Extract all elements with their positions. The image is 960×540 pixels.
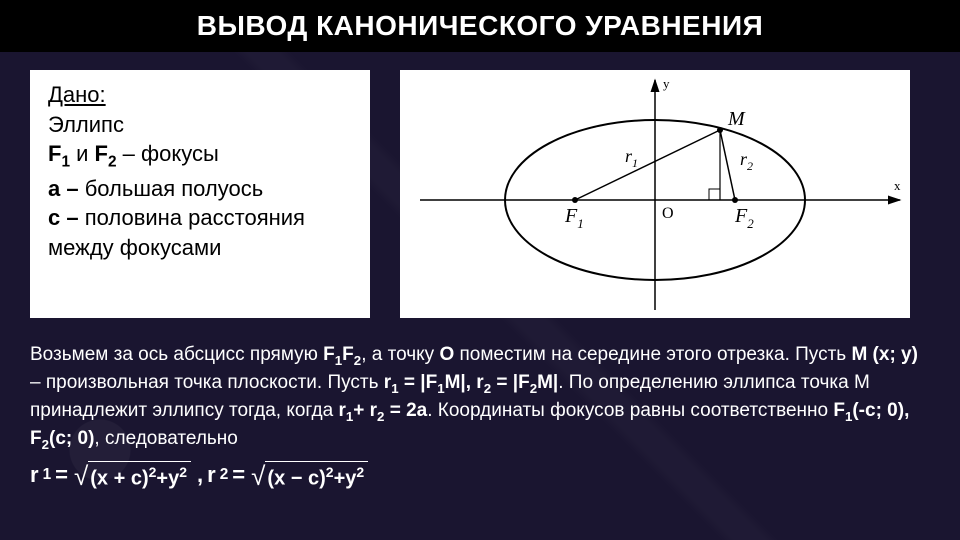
fr2s: 2 [220,466,229,484]
y-axis-label: y [663,76,670,91]
sqrt-sign-2: √ [251,463,265,489]
t9: M (x; y) [851,344,918,365]
sq2y: +y [334,467,357,489]
t19: M| [537,372,558,393]
t1: Возьмем за ось абсцисс прямую [30,344,323,365]
sqrt2: √ (x − c)2+y2 [251,461,368,491]
t7: O [439,344,454,365]
origin-label: O [662,205,674,222]
c-desc: половина расстояния между фокусами [48,205,305,260]
foci-label: – фокусы [117,141,219,166]
sq1y2: 2 [179,464,187,480]
given-line-c: c – половина расстояния между фокусами [48,203,352,262]
sq2e: 2 [326,464,334,480]
sq1a: (x + c) [90,467,148,489]
t4: F [342,344,354,365]
fr1s: 1 [43,466,52,484]
a-sym: a – [48,176,79,201]
t27: F [833,400,845,421]
diagram-svg: O F1 F2 M r1 r2 x y [400,70,910,318]
title-bar: ВЫВОД КАНОНИЧЕСКОГО УРАВНЕНИЯ [0,0,960,52]
f1-label: F1 [564,205,584,231]
given-line-foci: F1 и F2 – фокусы [48,139,352,173]
sqrt-sign-1: √ [74,463,88,489]
r2-line [720,130,735,200]
given-panel: Дано: Эллипс F1 и F2 – фокусы a – больша… [30,70,370,318]
sqrt-body-1: (x + c)2+y2 [88,461,191,491]
c-sym: c – [48,205,79,230]
t23: + r [353,400,377,421]
t21: r [338,400,345,421]
t8: поместим на середине этого отрезка. Пуст… [454,344,851,365]
f2-sym: F [95,141,108,166]
t15: M|, r [445,372,484,393]
formula-row: r1 = √ (x + c)2+y2 , r2 = √ (x − c)2+y2 [0,455,960,491]
feq2: = [232,462,245,488]
a-desc: большая полуось [79,176,264,201]
t16: 2 [484,381,491,396]
sqrt-body-2: (x − c)2+y2 [265,461,368,491]
sq1y: +y [156,467,179,489]
r2-label: r2 [740,149,753,173]
feq1: = [55,462,68,488]
fcomma: , [197,462,203,488]
f2-label: F2 [734,205,754,231]
given-line-ellipse: Эллипс [48,110,352,140]
t18: 2 [530,381,537,396]
f1-sub: 1 [61,154,70,171]
given-line-a: a – большая полуось [48,174,352,204]
t17: = |F [491,372,530,393]
slide-title: ВЫВОД КАНОНИЧЕСКОГО УРАВНЕНИЯ [0,10,960,42]
t12: 1 [391,381,398,396]
t25: = 2a [384,400,427,421]
f2-sub: 2 [108,154,117,171]
sq2a: (x − c) [267,467,325,489]
t13: = |F [399,372,438,393]
fr2: r [207,462,216,488]
r1-label: r1 [625,146,638,170]
sqrt1: √ (x + c)2+y2 [74,461,191,491]
t26: . Координаты фокусов равны соответственн… [427,400,833,421]
given-heading: Дано: [48,80,352,110]
m-label: M [727,108,746,130]
f1-sym: F [48,141,61,166]
t10: – произвольная точка плоскости. Пусть [30,372,384,393]
sq2y2: 2 [356,464,364,480]
content-row: Дано: Эллипс F1 и F2 – фокусы a – больша… [0,52,960,328]
t6: , а точку [361,344,439,365]
fr1: r [30,462,39,488]
t32: , следовательно [94,428,237,449]
r1-line [575,130,720,200]
t31: (c; 0) [49,428,94,449]
ellipse-diagram: O F1 F2 M r1 r2 x y [400,70,910,318]
given-and: и [70,141,95,166]
x-axis-label: x [894,178,901,193]
right-angle-mark [709,189,720,200]
t30: 2 [42,437,49,452]
t2: F [323,344,335,365]
body-paragraph: Возьмем за ось абсцисс прямую F 1 F 2 , а то… [0,328,960,455]
t14: 1 [437,381,444,396]
